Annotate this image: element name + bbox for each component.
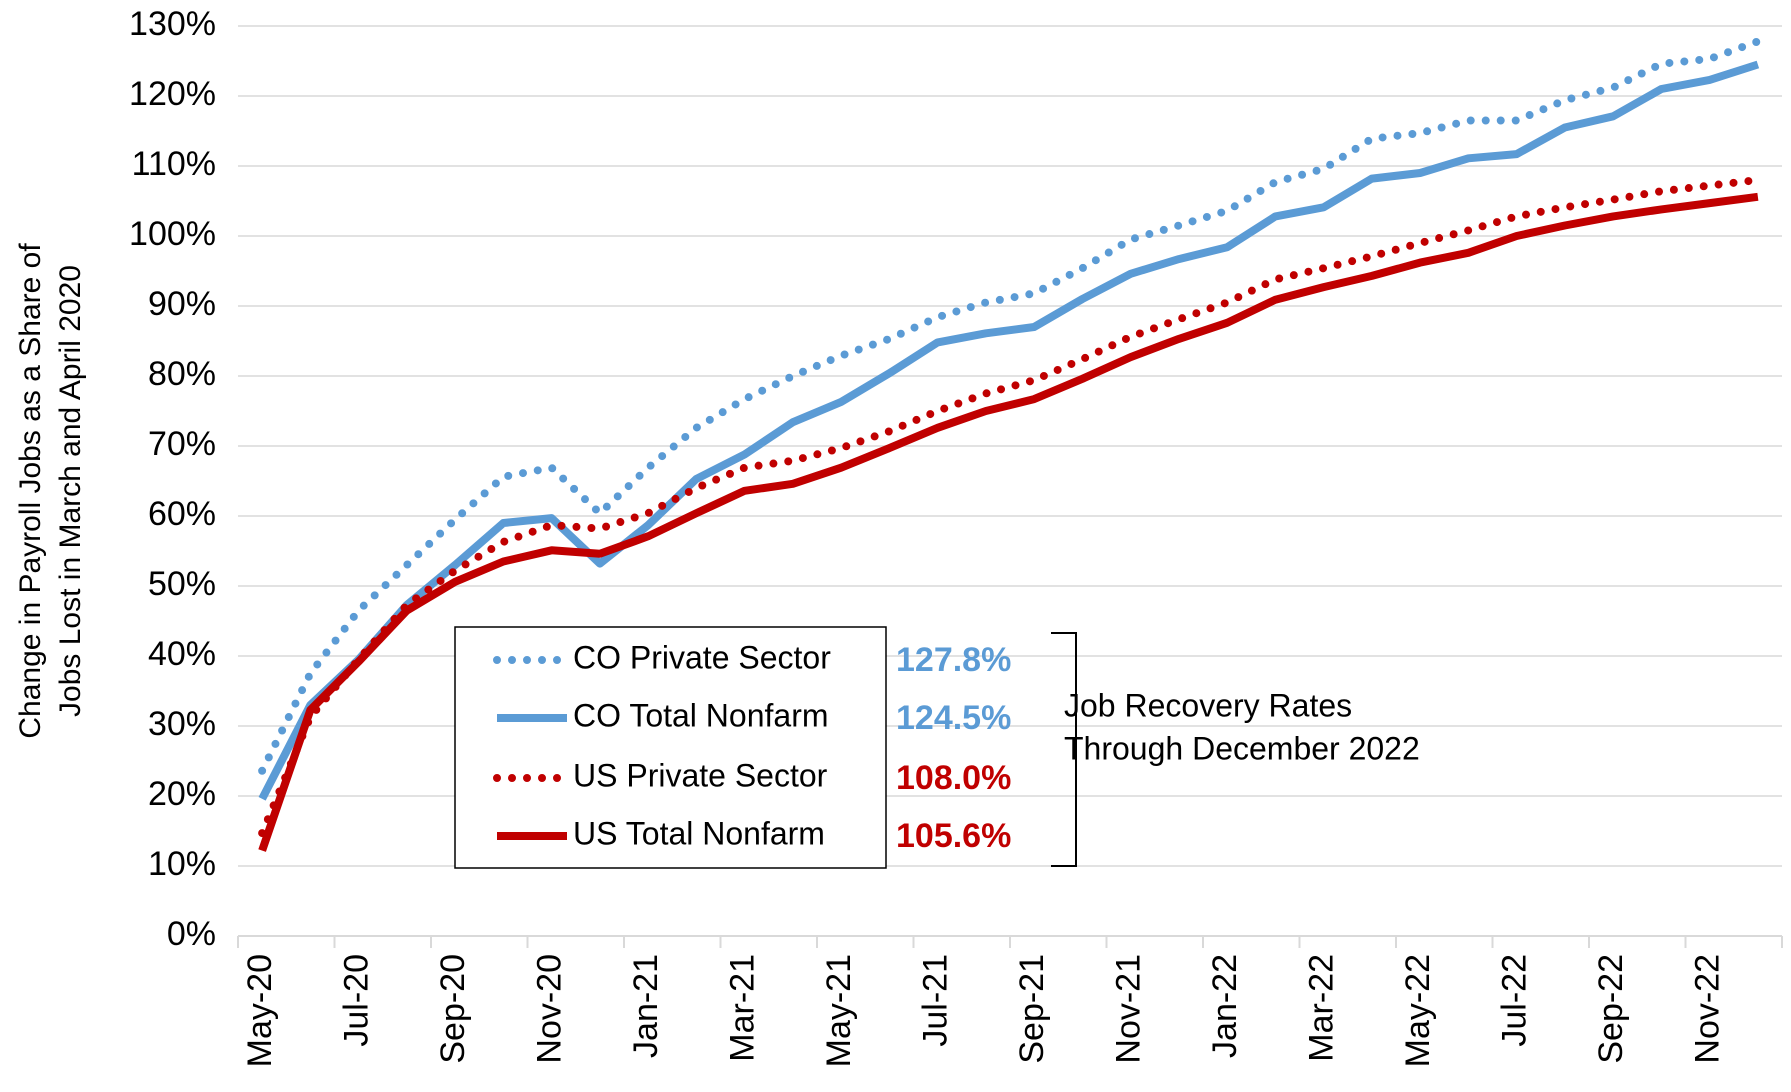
y-tick-label: 20%	[148, 775, 216, 813]
series-line	[258, 37, 1762, 775]
annotation: Through December 2022	[1064, 730, 1420, 766]
y-tick-label: 110%	[132, 145, 216, 183]
legend-label: US Private Sector	[573, 757, 828, 793]
bracket	[1051, 632, 1077, 867]
y-tick-label: 100%	[129, 215, 216, 253]
x-tick-label: Jul-21	[917, 954, 955, 1047]
legend-label: US Total Nonfarm	[573, 815, 825, 851]
x-tick-label: Jan-22	[1206, 954, 1244, 1058]
x-tick-label: Nov-20	[531, 954, 569, 1064]
x-tick-label: Mar-22	[1303, 954, 1341, 1062]
y-tick-label: 60%	[148, 495, 216, 533]
y-axis-title: Change in Payroll Jobs as a Share of	[14, 243, 47, 739]
x-tick-label: Jan-21	[627, 954, 665, 1058]
y-tick-label: 0%	[167, 915, 216, 953]
x-tick-label: Sep-22	[1592, 954, 1630, 1064]
y-tick-label: 40%	[148, 635, 216, 673]
series-line	[258, 192, 1759, 852]
annotation: Job Recovery Rates	[1064, 687, 1352, 723]
x-tick-label: Sep-20	[434, 954, 472, 1064]
legend-label: CO Private Sector	[573, 639, 831, 675]
x-tick-label: May-20	[241, 954, 279, 1067]
x-tick-label: Sep-21	[1013, 954, 1051, 1064]
y-tick-label: 130%	[129, 5, 216, 43]
end-label: 127.8%	[896, 641, 1011, 679]
y-tick-label: 30%	[148, 705, 216, 743]
x-tick-label: May-22	[1399, 954, 1437, 1067]
y-tick-label: 70%	[148, 425, 216, 463]
end-label: 108.0%	[896, 759, 1011, 797]
y-tick-label: 80%	[148, 355, 216, 393]
series-line	[258, 60, 1760, 801]
x-tick-label: Nov-21	[1110, 954, 1148, 1064]
x-tick-label: Nov-22	[1689, 954, 1727, 1064]
y-axis-title: Jobs Lost in March and April 2020	[54, 265, 87, 717]
y-tick-label: 120%	[129, 75, 216, 113]
y-tick-label: 50%	[148, 565, 216, 603]
legend-box	[454, 626, 887, 869]
end-label: 124.5%	[896, 699, 1011, 737]
x-tick-label: Jul-22	[1496, 954, 1534, 1047]
y-tick-label: 10%	[148, 845, 216, 883]
x-tick-label: Mar-21	[724, 954, 762, 1062]
series-line	[258, 176, 1762, 838]
y-tick-label: 90%	[148, 285, 216, 323]
x-tick-label: May-21	[820, 954, 858, 1067]
x-tick-label: Jul-20	[338, 954, 376, 1047]
end-label: 105.6%	[896, 817, 1011, 855]
legend-label: CO Total Nonfarm	[573, 697, 829, 733]
